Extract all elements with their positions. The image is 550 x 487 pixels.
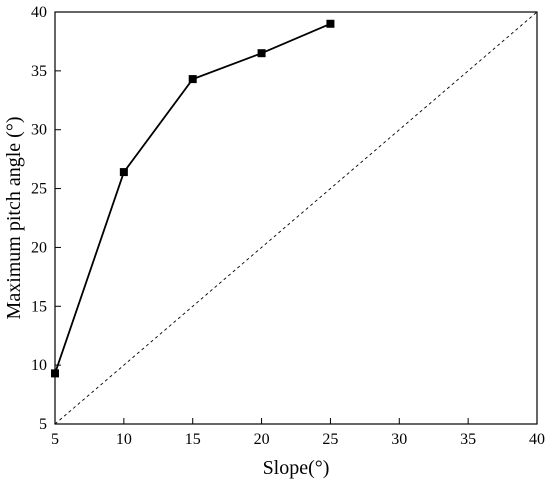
x-tick-label: 30 — [391, 431, 407, 448]
series-layer — [51, 11, 538, 425]
reference-line — [54, 11, 538, 425]
data-point — [257, 49, 266, 58]
data-point — [119, 168, 128, 177]
y-tick-label: 25 — [31, 181, 47, 198]
plot-frame — [54, 11, 538, 425]
data-point — [326, 19, 335, 28]
y-tick-label: 5 — [39, 416, 47, 433]
x-tick-label: 5 — [51, 431, 59, 448]
data-point — [188, 75, 197, 84]
x-tick-label: 35 — [460, 431, 476, 448]
y-tick-label: 40 — [31, 4, 47, 21]
y-tick-label: 15 — [31, 298, 47, 315]
x-tick-label: 15 — [185, 431, 201, 448]
x-tick-label: 25 — [322, 431, 338, 448]
x-tick-label: 20 — [254, 431, 270, 448]
x-axis-ticks: 5 10 15 20 25 30 35 40 — [51, 418, 545, 448]
x-tick-label: 40 — [529, 431, 545, 448]
x-tick-label: 10 — [116, 431, 132, 448]
y-tick-label: 10 — [31, 357, 47, 374]
y-tick-label: 20 — [31, 239, 47, 256]
y-axis-title: Maximum pitch angle (°) — [3, 117, 25, 320]
y-axis-ticks: 5 10 15 20 25 30 35 40 — [31, 4, 61, 433]
data-point — [51, 369, 59, 378]
y-tick-label: 35 — [31, 63, 47, 80]
x-axis-title: Slope(°) — [263, 457, 330, 479]
y-tick-label: 30 — [31, 122, 47, 139]
